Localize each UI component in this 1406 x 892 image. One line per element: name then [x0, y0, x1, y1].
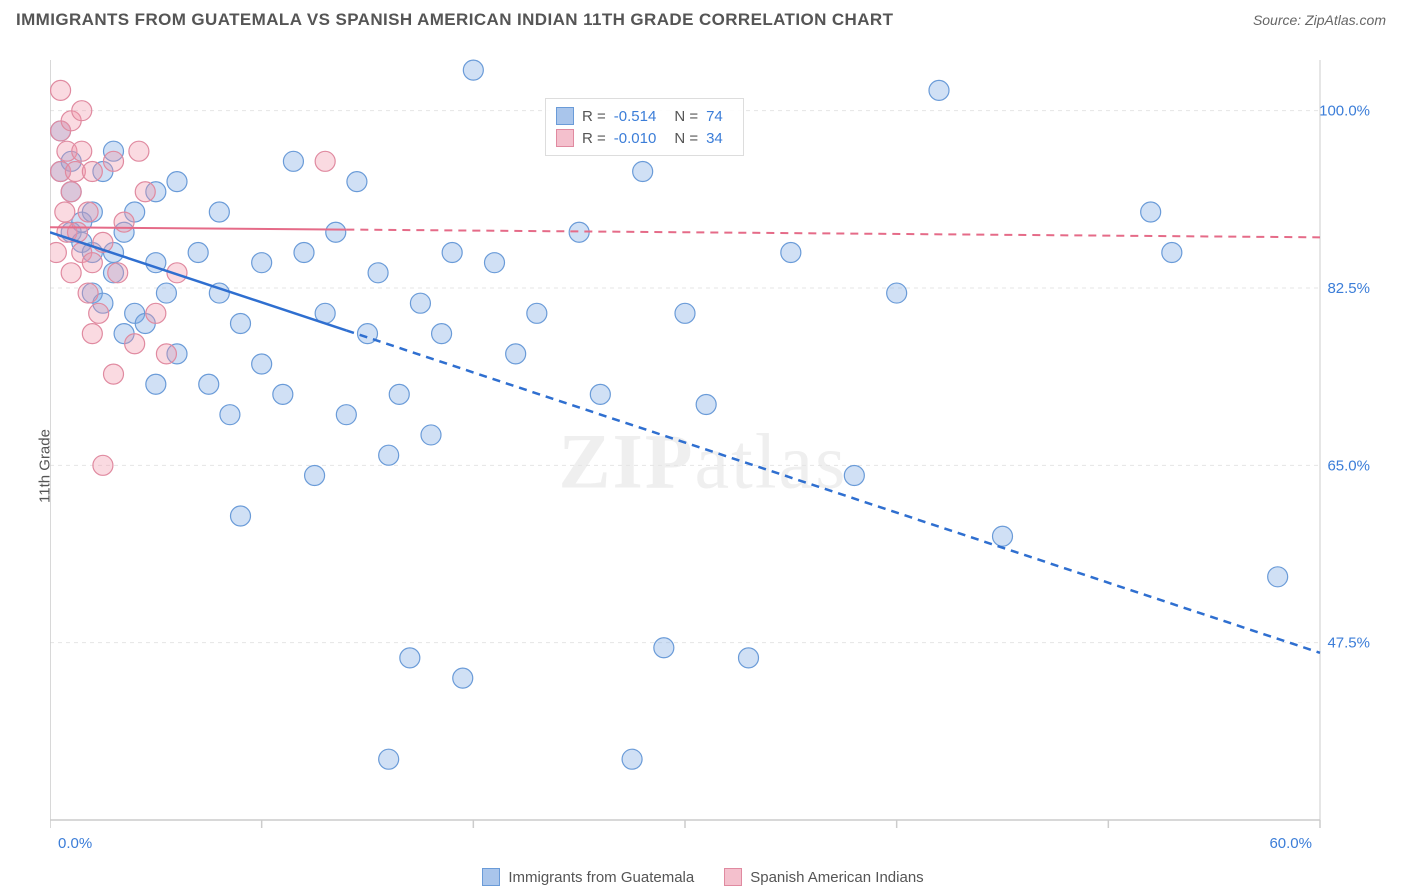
r-value: -0.010 — [614, 130, 657, 147]
data-point — [125, 334, 145, 354]
data-point — [146, 374, 166, 394]
data-point — [220, 405, 240, 425]
legend-label: Spanish American Indians — [750, 869, 923, 886]
data-point — [781, 243, 801, 263]
data-point — [188, 243, 208, 263]
data-point — [633, 161, 653, 181]
data-point — [93, 455, 113, 475]
data-point — [739, 648, 759, 668]
data-point — [1268, 567, 1288, 587]
data-point — [442, 243, 462, 263]
data-point — [294, 243, 314, 263]
legend-item: Immigrants from Guatemala — [482, 868, 694, 886]
data-point — [135, 182, 155, 202]
r-value: -0.514 — [614, 108, 657, 125]
n-value: 74 — [706, 108, 723, 125]
data-point — [252, 253, 272, 273]
data-point — [146, 303, 166, 323]
data-point — [887, 283, 907, 303]
data-point — [89, 303, 109, 323]
data-point — [410, 293, 430, 313]
legend-swatch — [724, 868, 742, 886]
data-point — [51, 80, 71, 100]
stats-row: R = -0.010N = 34 — [556, 127, 733, 149]
data-point — [305, 465, 325, 485]
data-point — [993, 526, 1013, 546]
data-point — [315, 151, 335, 171]
stats-row: R = -0.514N = 74 — [556, 105, 733, 127]
data-point — [104, 151, 124, 171]
data-point — [1162, 243, 1182, 263]
data-point — [389, 384, 409, 404]
legend-swatch — [556, 107, 574, 125]
bottom-legend: Immigrants from Guatemala Spanish America… — [0, 868, 1406, 886]
legend-swatch — [482, 868, 500, 886]
data-point — [231, 506, 251, 526]
chart-area: 11th Grade ZIPatlas 47.5%65.0%82.5%100.0… — [0, 40, 1406, 892]
data-point — [50, 243, 66, 263]
data-point — [368, 263, 388, 283]
y-tick-label: 47.5% — [1327, 635, 1370, 652]
data-point — [453, 668, 473, 688]
legend-item: Spanish American Indians — [724, 868, 923, 886]
data-point — [1141, 202, 1161, 222]
data-point — [421, 425, 441, 445]
data-point — [82, 324, 102, 344]
data-point — [336, 405, 356, 425]
data-point — [82, 161, 102, 181]
data-point — [379, 749, 399, 769]
stats-legend-box: R = -0.514N = 74R = -0.010N = 34 — [545, 98, 744, 156]
data-point — [485, 253, 505, 273]
data-point — [72, 141, 92, 161]
data-point — [82, 253, 102, 273]
data-point — [78, 202, 98, 222]
data-point — [61, 263, 81, 283]
legend-swatch — [556, 129, 574, 147]
data-point — [156, 283, 176, 303]
data-point — [167, 172, 187, 192]
data-point — [929, 80, 949, 100]
y-tick-label: 82.5% — [1327, 280, 1370, 297]
x-tick-label: 60.0% — [1269, 835, 1312, 852]
data-point — [527, 303, 547, 323]
data-point — [273, 384, 293, 404]
data-point — [347, 172, 367, 192]
data-point — [199, 374, 219, 394]
scatter-plot: 47.5% 65.0% 82.5% 100.0% 0.0% 60.0% — [50, 40, 1390, 860]
x-tick-label: 0.0% — [58, 835, 92, 852]
data-point — [696, 395, 716, 415]
y-tick-label: 100.0% — [1319, 103, 1370, 120]
chart-header: IMMIGRANTS FROM GUATEMALA VS SPANISH AME… — [0, 0, 1406, 36]
data-point — [432, 324, 452, 344]
data-point — [379, 445, 399, 465]
chart-title: IMMIGRANTS FROM GUATEMALA VS SPANISH AME… — [16, 10, 893, 30]
data-point — [78, 283, 98, 303]
n-value: 34 — [706, 130, 723, 147]
data-point — [326, 222, 346, 242]
data-point — [506, 344, 526, 364]
data-point — [114, 212, 134, 232]
data-point — [283, 151, 303, 171]
data-point — [400, 648, 420, 668]
data-point — [252, 354, 272, 374]
y-tick-label: 65.0% — [1327, 457, 1370, 474]
data-point — [844, 465, 864, 485]
data-point — [590, 384, 610, 404]
data-point — [675, 303, 695, 323]
data-point — [55, 202, 75, 222]
data-point — [463, 60, 483, 80]
data-point — [129, 141, 149, 161]
data-point — [156, 344, 176, 364]
data-point — [104, 364, 124, 384]
data-point — [72, 101, 92, 121]
legend-label: Immigrants from Guatemala — [508, 869, 694, 886]
data-point — [108, 263, 128, 283]
data-point — [61, 182, 81, 202]
data-point — [622, 749, 642, 769]
chart-source: Source: ZipAtlas.com — [1253, 12, 1386, 28]
data-point — [209, 202, 229, 222]
data-point — [654, 638, 674, 658]
data-point — [231, 313, 251, 333]
